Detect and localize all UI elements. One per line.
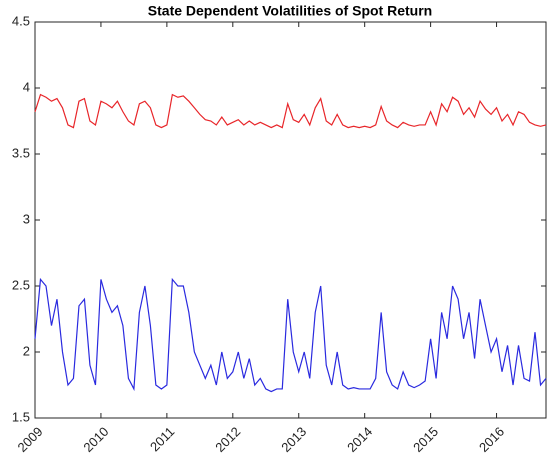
chart-title: State Dependent Volatilities of Spot Ret…: [148, 3, 432, 19]
y-tick-label: 3.5: [12, 145, 30, 160]
y-tick-label: 4.5: [12, 13, 30, 28]
x-tick-label: 2015: [410, 424, 441, 455]
x-tick-label: 2011: [147, 424, 177, 454]
x-tick-label: 2013: [278, 424, 309, 455]
y-tick-label: 2: [23, 343, 30, 358]
y-tick-label: 3: [23, 211, 30, 226]
y-tick-label: 4: [23, 79, 30, 94]
x-tick-label: 2009: [14, 424, 45, 455]
series-line: [34, 93, 547, 129]
x-tick-label: 2014: [344, 424, 375, 455]
x-tick-label: 2010: [80, 424, 111, 455]
y-tick-label: 1.5: [12, 409, 30, 424]
x-tick-label: 2016: [476, 424, 507, 455]
y-tick-label: 2.5: [12, 277, 30, 292]
x-tick-label: 2012: [212, 424, 243, 455]
series-line: [34, 277, 547, 393]
plot-frame: [34, 21, 547, 419]
